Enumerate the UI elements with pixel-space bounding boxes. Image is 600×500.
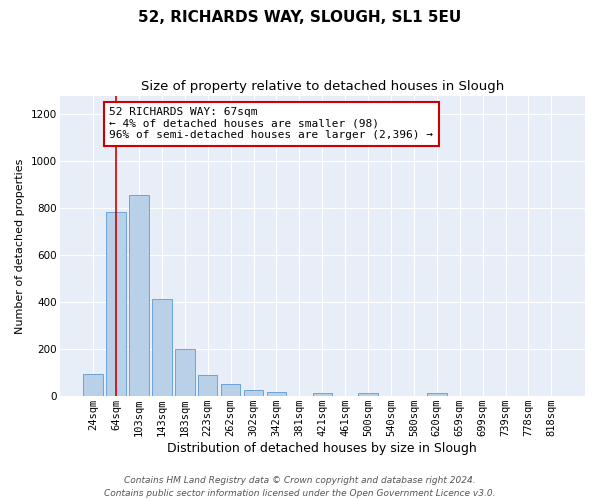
Bar xyxy=(83,374,103,396)
Bar xyxy=(198,376,217,396)
Bar xyxy=(129,196,149,396)
Y-axis label: Number of detached properties: Number of detached properties xyxy=(15,158,25,334)
Bar xyxy=(221,384,241,396)
Text: 52 RICHARDS WAY: 67sqm
← 4% of detached houses are smaller (98)
96% of semi-deta: 52 RICHARDS WAY: 67sqm ← 4% of detached … xyxy=(109,108,433,140)
Text: Contains HM Land Registry data © Crown copyright and database right 2024.
Contai: Contains HM Land Registry data © Crown c… xyxy=(104,476,496,498)
Bar xyxy=(244,390,263,396)
Bar xyxy=(313,394,332,396)
Bar xyxy=(175,349,194,396)
Bar xyxy=(106,212,126,396)
Bar xyxy=(267,392,286,396)
Bar xyxy=(152,298,172,396)
Title: Size of property relative to detached houses in Slough: Size of property relative to detached ho… xyxy=(140,80,504,93)
X-axis label: Distribution of detached houses by size in Slough: Distribution of detached houses by size … xyxy=(167,442,477,455)
Bar xyxy=(358,394,378,396)
Text: 52, RICHARDS WAY, SLOUGH, SL1 5EU: 52, RICHARDS WAY, SLOUGH, SL1 5EU xyxy=(139,10,461,25)
Bar xyxy=(427,394,446,396)
